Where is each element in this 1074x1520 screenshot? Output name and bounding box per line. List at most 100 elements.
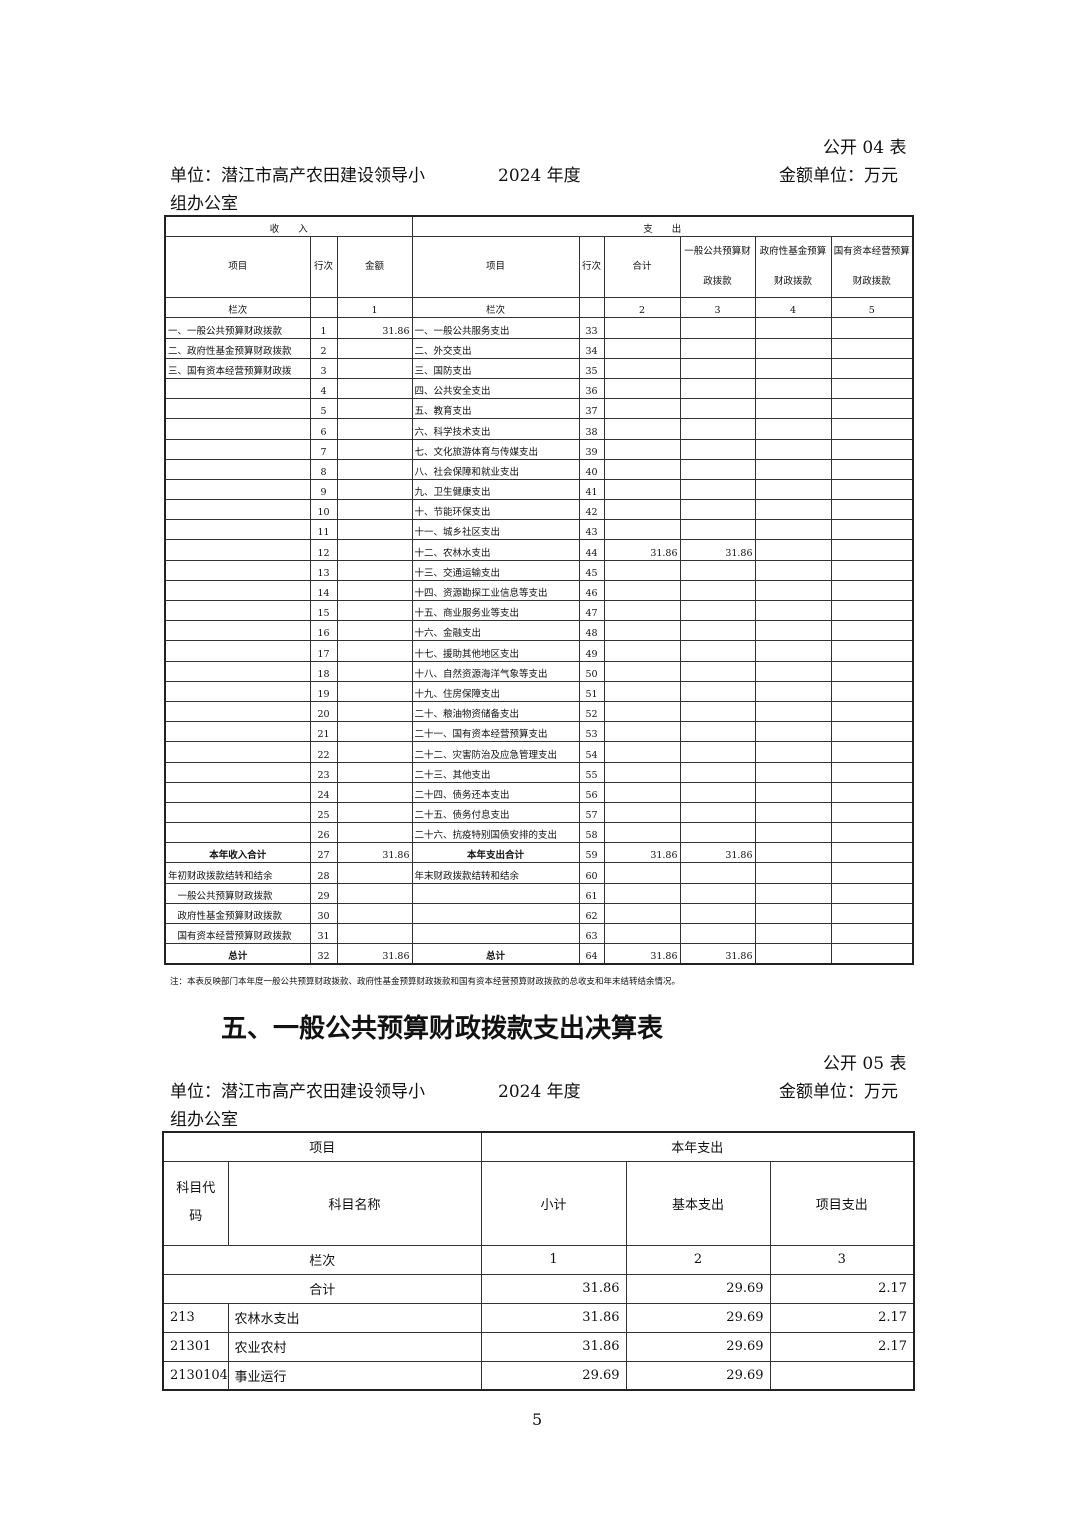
table-row: 20 二十、粮油物资储备支出 52 bbox=[164, 700, 914, 723]
income-item: 国有资本经营预算财政拨款 bbox=[164, 922, 311, 945]
income-line: 8 bbox=[309, 458, 338, 480]
expense-line: 51 bbox=[578, 680, 605, 702]
table-row: 国有资本经营预算财政拨款 31 63 bbox=[164, 922, 914, 945]
col-index: 1 bbox=[480, 1244, 627, 1275]
income-amount bbox=[336, 579, 413, 602]
expense-state-capital bbox=[830, 882, 914, 904]
expense-general bbox=[679, 761, 756, 783]
subject-code: 213 bbox=[162, 1302, 229, 1333]
expense-gov-fund bbox=[754, 640, 832, 662]
expense-gov-fund bbox=[754, 377, 832, 400]
income-item bbox=[164, 721, 311, 743]
table-row: 一般公共预算财政拨款 29 61 bbox=[164, 882, 914, 904]
income-amount bbox=[336, 398, 413, 420]
total-basic: 29.69 bbox=[625, 1273, 771, 1304]
expense-gov-fund bbox=[754, 660, 832, 682]
expense-item: 八、社会保障和就业支出 bbox=[411, 458, 580, 480]
expense-state-capital bbox=[830, 458, 914, 480]
expense-state-capital bbox=[830, 579, 914, 602]
income-line: 22 bbox=[309, 741, 338, 763]
income-line: 25 bbox=[309, 801, 338, 824]
expense-item: 二十二、灾害防治及应急管理支出 bbox=[411, 741, 580, 763]
expense-item: 十六、金融支出 bbox=[411, 620, 580, 642]
year-label: 2024 年度 bbox=[498, 1082, 581, 1102]
income-amount bbox=[336, 377, 413, 400]
income-amount bbox=[336, 741, 413, 763]
income-amount bbox=[336, 559, 413, 581]
income-item: 一般公共预算财政拨款 bbox=[164, 882, 311, 904]
expense-line: 58 bbox=[578, 822, 605, 844]
expense-state-capital bbox=[830, 499, 914, 521]
income-item bbox=[164, 458, 311, 480]
expense-item: 六、科学技术支出 bbox=[411, 418, 580, 440]
income-amount bbox=[336, 700, 413, 723]
income-line: 18 bbox=[309, 660, 338, 682]
expense-line: 53 bbox=[578, 721, 605, 743]
table-row: 213 农林水支出 31.86 29.69 2.17 bbox=[162, 1302, 915, 1333]
subtotal: 31.86 bbox=[480, 1302, 627, 1333]
expense-item: 十七、援助其他地区支出 bbox=[411, 640, 580, 662]
expense-total bbox=[603, 801, 681, 824]
income-amount bbox=[336, 539, 413, 561]
income-item bbox=[164, 801, 311, 824]
income-line: 2 bbox=[309, 337, 338, 359]
income-line: 15 bbox=[309, 599, 338, 622]
income-item bbox=[164, 438, 311, 460]
expense-state-capital bbox=[830, 398, 914, 420]
expense-general bbox=[679, 882, 756, 904]
income-line: 26 bbox=[309, 822, 338, 844]
table-row: 13 十三、交通运输支出 45 bbox=[164, 559, 914, 581]
expense-gov-fund bbox=[754, 620, 832, 642]
income-item bbox=[164, 620, 311, 642]
income-line: 29 bbox=[309, 882, 338, 904]
expense-item: 总计 bbox=[411, 943, 580, 965]
expense-general bbox=[679, 559, 756, 581]
subject-name: 事业运行 bbox=[227, 1360, 482, 1391]
income-amount bbox=[336, 478, 413, 501]
expense-general bbox=[679, 680, 756, 702]
expense-line: 45 bbox=[578, 559, 605, 581]
col-code: 科目代码 bbox=[162, 1160, 229, 1246]
col-general: 一般公共预算财政拨款 bbox=[679, 236, 756, 299]
expense-general bbox=[679, 822, 756, 844]
expense-state-capital bbox=[830, 478, 914, 501]
expense-state-capital bbox=[830, 620, 914, 642]
expense-line: 52 bbox=[578, 700, 605, 723]
income-item: 二、政府性基金预算财政拨款 bbox=[164, 337, 311, 359]
expense-gov-fund bbox=[754, 882, 832, 904]
col-basic: 基本支出 bbox=[625, 1160, 771, 1246]
col-index: 1 bbox=[336, 297, 413, 319]
expense-total bbox=[603, 620, 681, 642]
expense-gov-fund bbox=[754, 842, 832, 864]
expense-gov-fund bbox=[754, 539, 832, 561]
income-amount bbox=[336, 599, 413, 622]
col-index: 2 bbox=[625, 1244, 771, 1275]
expense-item: 二十五、债务付息支出 bbox=[411, 801, 580, 824]
expense-total bbox=[603, 317, 681, 339]
income-amount bbox=[336, 640, 413, 662]
expense-gov-fund bbox=[754, 741, 832, 763]
income-line: 21 bbox=[309, 721, 338, 743]
col-index: 4 bbox=[754, 297, 832, 319]
expense-total bbox=[603, 741, 681, 763]
expense-item bbox=[411, 922, 580, 945]
expense-item bbox=[411, 882, 580, 904]
expense-general bbox=[679, 700, 756, 723]
table-row: 21301 农业农村 31.86 29.69 2.17 bbox=[162, 1331, 915, 1362]
income-amount bbox=[336, 519, 413, 541]
expense-gov-fund bbox=[754, 357, 832, 379]
income-amount bbox=[336, 721, 413, 743]
expense-item: 二十三、其他支出 bbox=[411, 761, 580, 783]
expense-line: 60 bbox=[578, 862, 605, 884]
expense-total bbox=[603, 478, 681, 501]
expense-item: 十九、住房保障支出 bbox=[411, 680, 580, 702]
expense-total bbox=[603, 721, 681, 743]
table-row: 18 十八、自然资源海洋气象等支出 50 bbox=[164, 660, 914, 682]
expense-general bbox=[679, 317, 756, 339]
expense-total bbox=[603, 700, 681, 723]
table-row: 23 二十三、其他支出 55 bbox=[164, 761, 914, 783]
income-line: 9 bbox=[309, 478, 338, 501]
expense-state-capital bbox=[830, 519, 914, 541]
table-row: 21 二十一、国有资本经营预算支出 53 bbox=[164, 721, 914, 743]
expense-state-capital bbox=[830, 680, 914, 702]
